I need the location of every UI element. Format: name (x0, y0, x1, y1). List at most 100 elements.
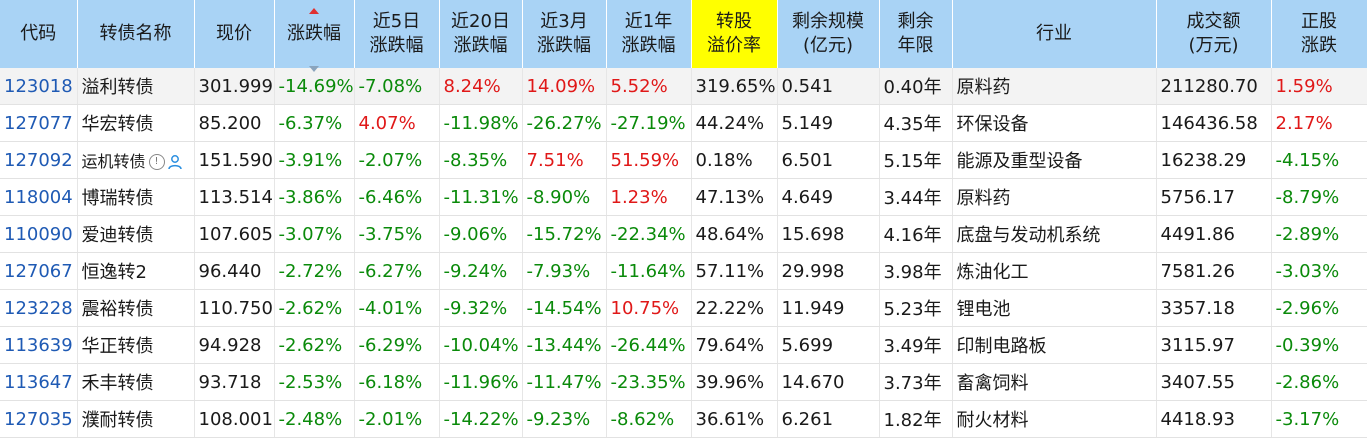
cell-name[interactable]: 震裕转债 (77, 289, 195, 327)
table-row[interactable]: 118004 博瑞转债 113.514 -3.86% -6.46% -11.31% -8.9… (0, 178, 1367, 216)
col-header-price[interactable]: 现价 (194, 0, 275, 68)
chg-value: -2.62% (278, 334, 343, 356)
cell-code[interactable]: 127067 (0, 252, 78, 290)
years-value: 1.82年 (883, 410, 942, 431)
cell-price: 96.440 (194, 252, 275, 290)
table-row[interactable]: 113647 禾丰转债 93.718 -2.53% -6.18% -11.96% -11.4… (0, 363, 1367, 401)
cell-c1y: -8.62% (606, 400, 692, 438)
col-header-1y[interactable]: 近1年 涨跌幅 (606, 0, 692, 68)
chg-value: -2.48% (278, 408, 343, 430)
scale-value: 5.699 (781, 334, 834, 356)
col-header-industry[interactable]: 行业 (952, 0, 1157, 68)
c5-value: -7.08% (358, 75, 423, 97)
cell-price: 113.514 (194, 178, 275, 216)
cell-code[interactable]: 110090 (0, 215, 78, 253)
premium-value: 39.96% (695, 371, 765, 393)
cell-name[interactable]: 濮耐转债 (77, 400, 195, 438)
cell-premium: 48.64% (691, 215, 778, 253)
c5-value: -4.01% (358, 297, 423, 319)
cell-name[interactable]: 博瑞转债 (77, 178, 195, 216)
years-value: 0.40年 (883, 77, 942, 98)
col-header-code[interactable]: 代码 (0, 0, 78, 68)
cell-code[interactable]: 123018 (0, 68, 78, 105)
table-row[interactable]: 127035 濮耐转债 108.001 -2.48% -2.01% -14.22% -9.2… (0, 400, 1367, 438)
cell-code[interactable]: 127035 (0, 400, 78, 438)
cell-scale: 11.949 (777, 289, 880, 327)
premium-value: 36.61% (695, 408, 765, 430)
name-value: 运机转债 (81, 151, 146, 171)
cell-stock: -3.17% (1271, 400, 1367, 438)
cell-scale: 0.541 (777, 68, 880, 105)
cell-name[interactable]: 华宏转债 (77, 104, 195, 142)
cell-industry: 印制电路板 (952, 326, 1157, 364)
name-value: 爱迪转债 (81, 225, 154, 246)
c20-value: -11.96% (443, 371, 519, 393)
sort-indicator[interactable]: 涨跌幅 (287, 8, 341, 72)
cell-c3m: -26.27% (522, 104, 607, 142)
cell-code[interactable]: 127092 (0, 141, 78, 179)
table-row[interactable]: 127092 运机转债! 151.590 -3.91% -2.07% -8.35% 7.51… (0, 141, 1367, 179)
table-row[interactable]: 123228 震裕转债 110.750 -2.62% -4.01% -9.32% -14.5… (0, 289, 1367, 327)
cell-c5: 4.07% (354, 104, 440, 142)
cell-code[interactable]: 113639 (0, 326, 78, 364)
cell-code[interactable]: 113647 (0, 363, 78, 401)
col-header-20d[interactable]: 近20日 涨跌幅 (439, 0, 523, 68)
cell-c20: -9.24% (439, 252, 523, 290)
c5-value: -6.18% (358, 371, 423, 393)
cell-industry: 能源及重型设备 (952, 141, 1157, 179)
table-row[interactable]: 110090 爱迪转债 107.605 -3.07% -3.75% -9.06% -15.7… (0, 215, 1367, 253)
table-row[interactable]: 123018 溢利转债 301.999 -14.69% -7.08% 8.24% 14.09… (0, 68, 1367, 105)
col-header-amount[interactable]: 成交额 (万元) (1156, 0, 1272, 68)
chg-value: -14.69% (278, 75, 354, 97)
cell-code[interactable]: 127077 (0, 104, 78, 142)
col-header-stock-change[interactable]: 正股 涨跌 (1271, 0, 1367, 68)
amount-value: 3407.55 (1160, 371, 1235, 393)
cell-industry: 锂电池 (952, 289, 1157, 327)
col-header-3m[interactable]: 近3月 涨跌幅 (522, 0, 607, 68)
sort-asc-icon (309, 8, 319, 14)
cell-years: 3.98年 (879, 252, 953, 290)
cell-scale: 29.998 (777, 252, 880, 290)
cell-code[interactable]: 118004 (0, 178, 78, 216)
col-header-scale[interactable]: 剩余规模 (亿元) (777, 0, 880, 68)
cell-stock: -4.15% (1271, 141, 1367, 179)
col-header-change[interactable]: 涨跌幅 (274, 0, 355, 72)
cell-name[interactable]: 溢利转债 (77, 68, 195, 105)
cell-c3m: -9.23% (522, 400, 607, 438)
user-icon[interactable] (167, 154, 183, 170)
amount-value: 4418.93 (1160, 408, 1235, 430)
cell-industry: 畜禽饲料 (952, 363, 1157, 401)
cell-c5: -6.18% (354, 363, 440, 401)
code-value: 118004 (4, 186, 73, 208)
table-row[interactable]: 127077 华宏转债 85.200 -6.37% 4.07% -11.98% -26.27… (0, 104, 1367, 142)
col-header-5d[interactable]: 近5日 涨跌幅 (354, 0, 440, 68)
cell-name[interactable]: 运机转债! (77, 141, 195, 179)
years-value: 3.73年 (883, 373, 942, 394)
cell-name[interactable]: 禾丰转债 (77, 363, 195, 401)
cell-code[interactable]: 123228 (0, 289, 78, 327)
c1y-value: 1.23% (610, 186, 668, 208)
info-circle-icon[interactable]: ! (148, 154, 165, 171)
scale-value: 5.149 (781, 112, 834, 134)
chg-value: -2.53% (278, 371, 343, 393)
cell-c3m: -14.54% (522, 289, 607, 327)
table-row[interactable]: 127067 恒逸转2 96.440 -2.72% -6.27% -9.24% -7.93%… (0, 252, 1367, 290)
stock-value: 1.59% (1275, 75, 1333, 97)
cell-years: 3.49年 (879, 326, 953, 364)
col-header-premium[interactable]: 转股 溢价率 (691, 0, 778, 68)
cell-name[interactable]: 华正转债 (77, 326, 195, 364)
col-header-years[interactable]: 剩余 年限 (879, 0, 953, 68)
cell-years: 3.44年 (879, 178, 953, 216)
table-row[interactable]: 113639 华正转债 94.928 -2.62% -6.29% -10.04% -13.4… (0, 326, 1367, 364)
name-value: 禾丰转债 (81, 373, 154, 394)
industry-value: 炼油化工 (956, 262, 1029, 283)
industry-value: 原料药 (956, 188, 1011, 209)
amount-value: 3357.18 (1160, 297, 1235, 319)
name-value: 华正转债 (81, 336, 154, 357)
cell-premium: 36.61% (691, 400, 778, 438)
cell-price: 151.590 (194, 141, 275, 179)
col-header-name[interactable]: 转债名称 (77, 0, 195, 68)
scale-value: 4.649 (781, 186, 834, 208)
cell-name[interactable]: 爱迪转债 (77, 215, 195, 253)
cell-name[interactable]: 恒逸转2 (77, 252, 195, 290)
